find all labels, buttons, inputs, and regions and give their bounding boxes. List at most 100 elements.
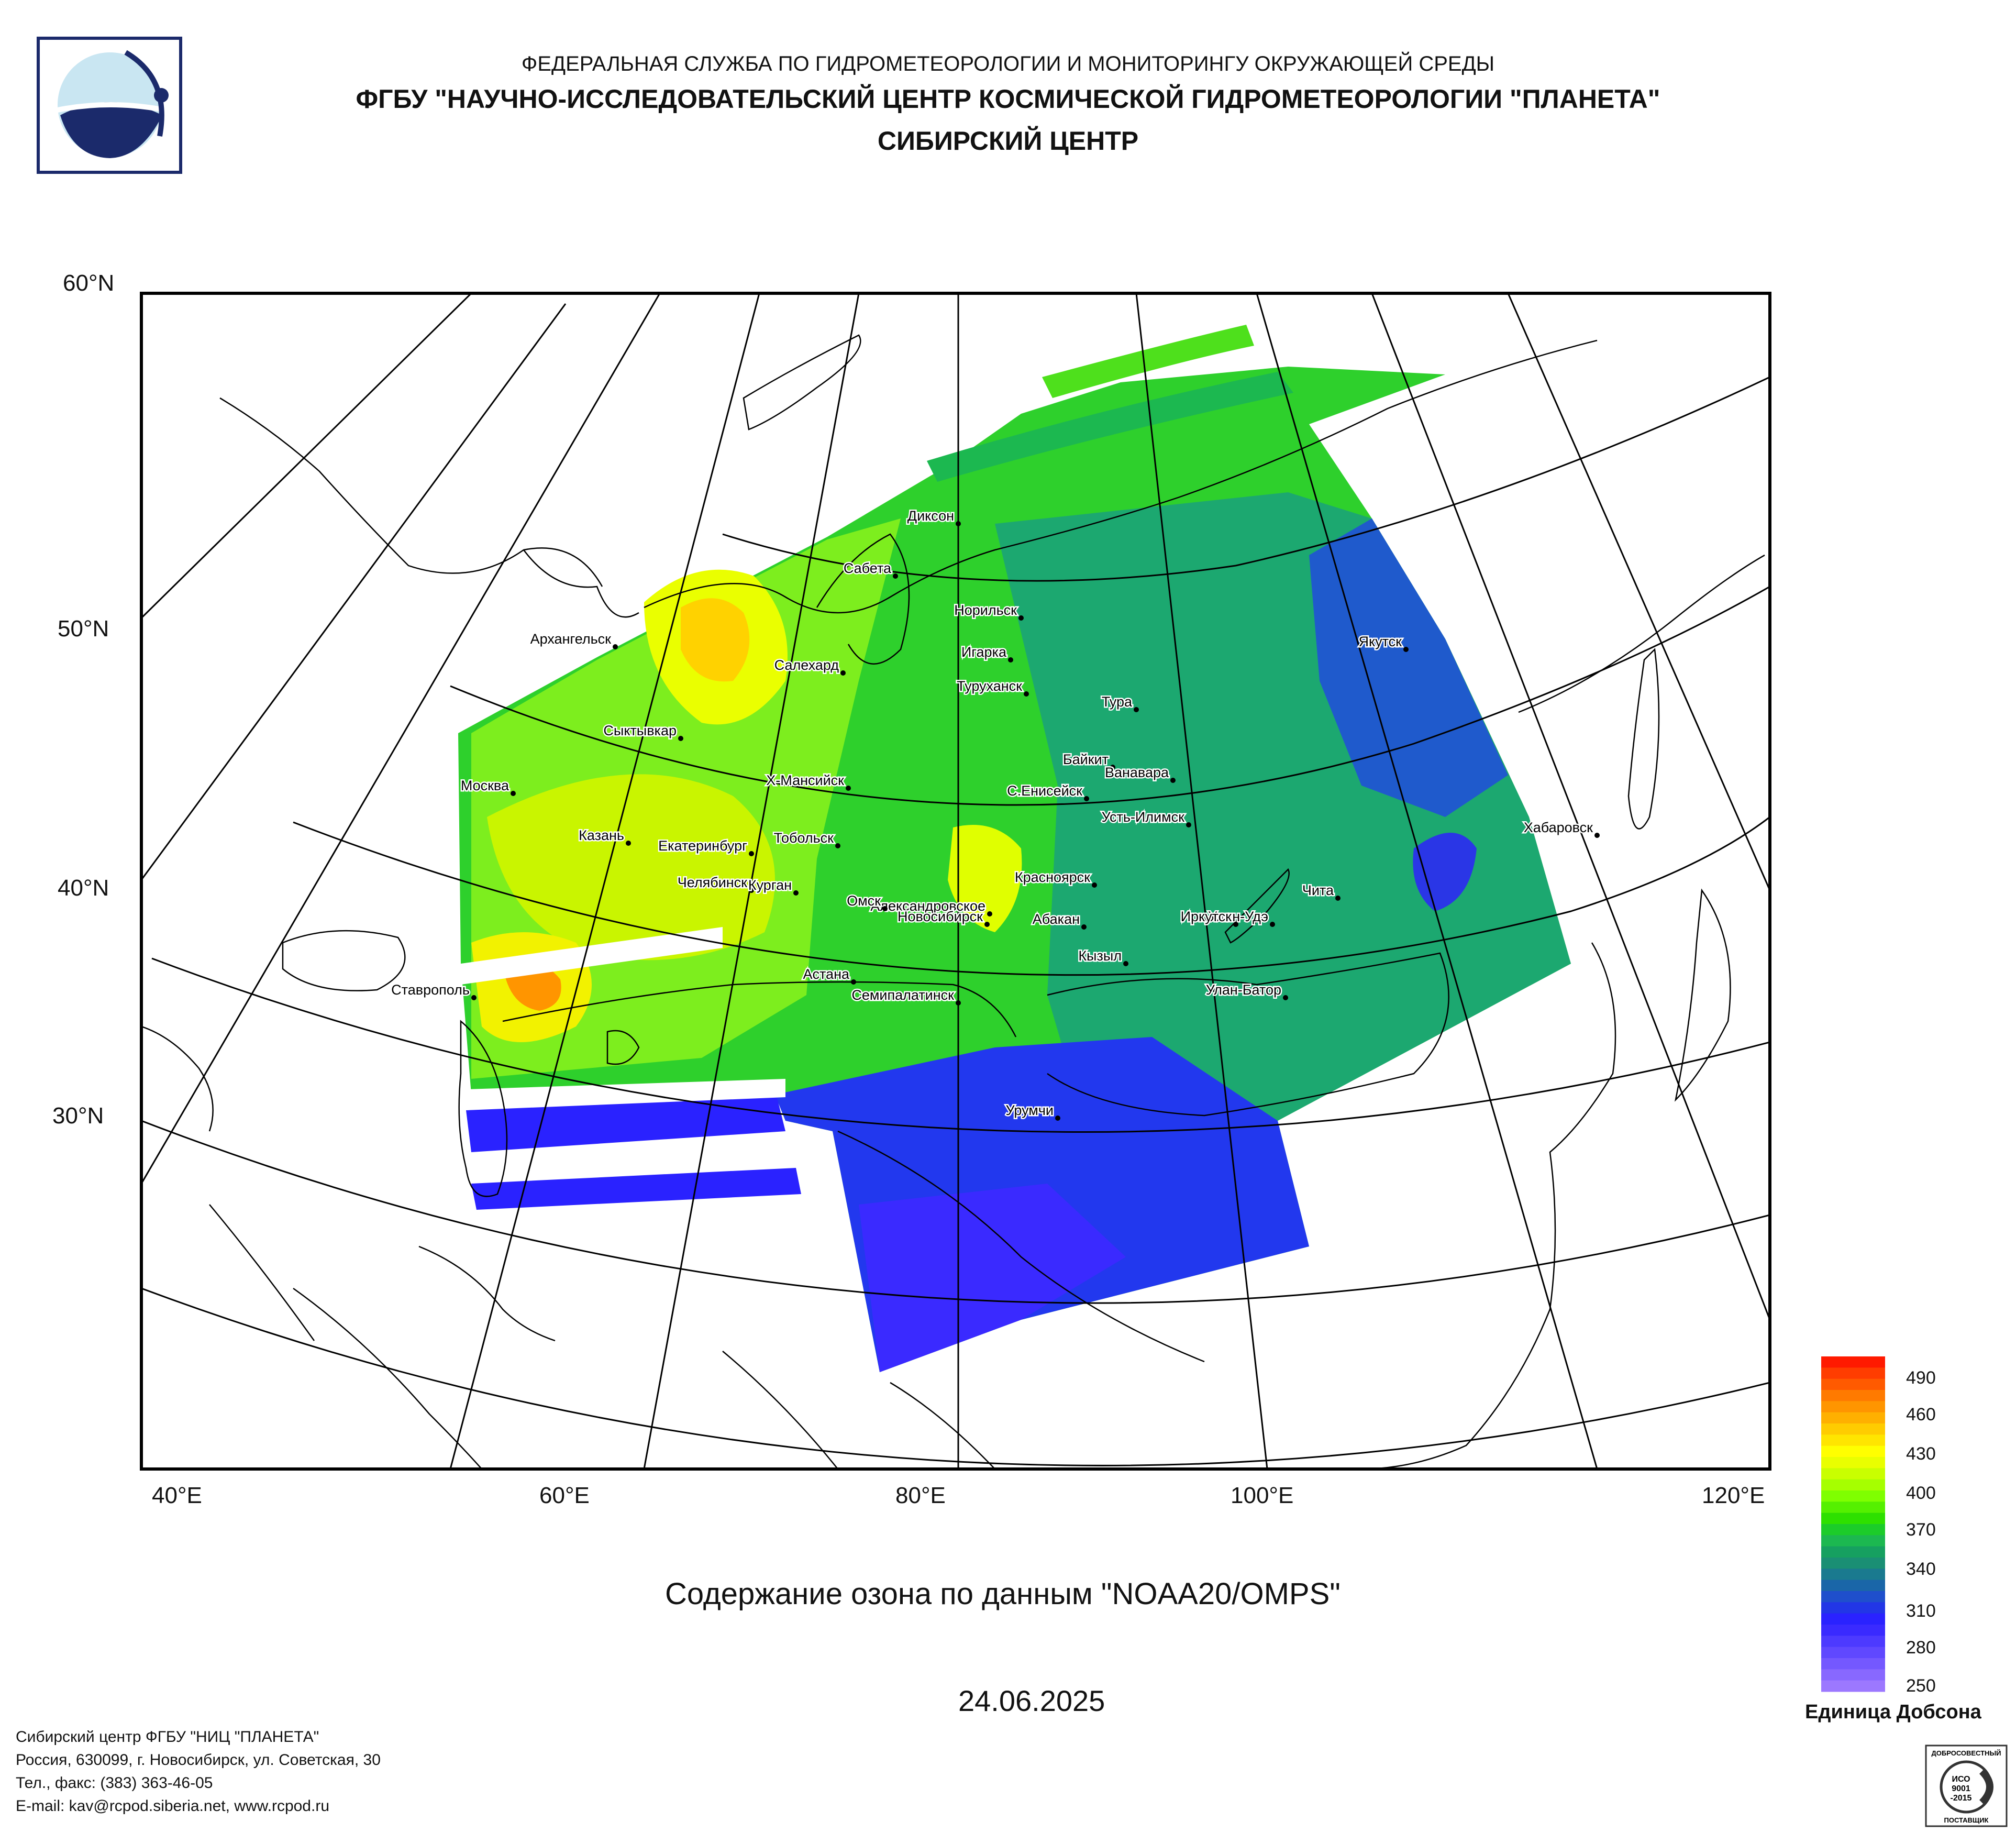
city-label: Астана — [803, 966, 849, 982]
coast-persian-gulf — [418, 1245, 556, 1342]
map-title: Содержание озона по данным "NOAA20/OMPS" — [665, 1577, 1341, 1611]
meridian-110e — [1371, 293, 1770, 1320]
colorbar-swatch — [1821, 1367, 1885, 1379]
city-marker — [1270, 922, 1275, 927]
border-mongolia — [1047, 952, 1449, 1117]
footer-email: E-mail: kav@rcpod.siberia.net, www.rcpod… — [16, 1797, 330, 1815]
city-marker — [1134, 707, 1139, 712]
city-11: Ванавара — [1103, 764, 1176, 783]
footer-address: Россия, 630099, г. Новосибирск, ул. Сове… — [16, 1751, 381, 1769]
coast-kara-peninsulas — [816, 533, 910, 665]
city-label: Сыктывкар — [603, 723, 677, 738]
border-china-south — [837, 1130, 1205, 1363]
city-marker — [1123, 961, 1128, 966]
ozone-south-violet — [859, 1184, 1126, 1372]
colorbar-swatch — [1821, 1613, 1885, 1625]
cert-iso: ИСО — [1952, 1775, 1970, 1784]
city-label: Казань — [579, 827, 624, 843]
meridian-50e — [141, 293, 661, 1184]
city-label: Екатеринбург — [658, 838, 747, 854]
coastlines — [141, 334, 1765, 1469]
colorbar-swatch — [1821, 1658, 1885, 1670]
legend-tick-400: 400 — [1906, 1483, 1936, 1503]
city-label: Диксон — [907, 508, 954, 524]
iso-certificate-badge: ДОБРОСОВЕСТНЫЙ ИСО 9001 -2015 ПОСТАВЩИК — [1925, 1744, 2008, 1827]
lon-label-60e: 60°E — [539, 1483, 590, 1508]
city-30: Кызыл — [1077, 947, 1128, 966]
footer-contacts: Сибирский центр ФГБУ "НИЦ "ПЛАНЕТА" Росс… — [16, 1726, 381, 1818]
city-marker — [511, 791, 516, 796]
city-22: Александровское — [869, 897, 992, 916]
ozone-strip-2 — [471, 1168, 801, 1210]
colorbar-swatch — [1821, 1636, 1885, 1648]
legend-tick-460: 460 — [1906, 1405, 1936, 1425]
colorbar-swatch — [1821, 1558, 1885, 1569]
meridian-90e — [1135, 293, 1268, 1469]
cert-9001: 9001 — [1952, 1784, 1970, 1793]
lon-label-80e: 80°E — [895, 1483, 946, 1508]
ozone-khabarovsk-blue — [1413, 833, 1477, 911]
lat-label-30n: 30°N — [52, 1103, 104, 1129]
agency-name: ФЕДЕРАЛЬНАЯ СЛУЖБА ПО ГИДРОМЕТЕОРОЛОГИИ … — [521, 52, 1495, 75]
city-marker — [793, 890, 799, 896]
coast-baikal — [1224, 868, 1290, 944]
city-13: Х-Мансийск — [765, 771, 851, 791]
city-27: Улан-Удэ — [1207, 908, 1275, 927]
colorbar-swatch — [1821, 1468, 1885, 1480]
city-label: Абакан — [1033, 911, 1080, 927]
axis-labels: 60°N 50°N 40°N 30°N 40°E 60°E 80°E 100°E… — [52, 270, 1765, 1508]
cert-2015: -2015 — [1951, 1794, 1972, 1803]
coast-india — [722, 1351, 995, 1469]
lat-label-40n: 40°N — [58, 875, 109, 901]
city-marker — [987, 911, 992, 916]
colorbar-swatch — [1821, 1356, 1885, 1368]
city-marker — [1283, 995, 1288, 1000]
coast-caspian — [458, 1020, 508, 1197]
parallel-70n — [722, 376, 1770, 582]
city-21: Челябинск — [676, 874, 754, 893]
city-marker — [1233, 922, 1238, 927]
city-0: Диксон — [906, 507, 961, 526]
meridian-120e — [1507, 293, 1770, 891]
city-28: Абакан — [1031, 910, 1087, 930]
border-kazakhstan — [502, 981, 1017, 1037]
meridian-100e — [1256, 293, 1598, 1469]
city-marker — [846, 786, 851, 791]
city-label: Улан-Удэ — [1208, 909, 1268, 924]
city-8: Тура — [1100, 693, 1139, 712]
city-3: Игарка — [960, 643, 1013, 662]
coast-mediterranean — [141, 1025, 214, 1132]
city-marker — [1110, 765, 1115, 770]
city-label: Х-Мансийск — [766, 772, 844, 788]
city-marker — [840, 670, 846, 676]
colorbar-swatch — [1821, 1524, 1885, 1536]
city-label: Тура — [1102, 694, 1133, 710]
city-19: Екатеринбург — [657, 837, 754, 856]
city-marker — [626, 841, 631, 846]
city-label: Байкит — [1063, 752, 1109, 767]
city-marker — [893, 573, 898, 579]
city-marker — [678, 736, 683, 741]
legend-unit: Единица Добсона — [1805, 1701, 1981, 1723]
city-label: Красноярск — [1015, 869, 1090, 885]
city-label: Архангельск — [530, 631, 612, 647]
colorbar-swatch — [1821, 1490, 1885, 1502]
colorbar-swatch — [1821, 1412, 1885, 1424]
colorbar-swatch — [1821, 1580, 1885, 1592]
city-10: Байкит — [1061, 750, 1115, 770]
graticule — [141, 293, 1770, 1469]
city-label: Салехард — [774, 657, 839, 673]
city-marker — [1008, 657, 1013, 662]
city-12: Москва — [459, 777, 516, 796]
colorbar-swatch — [1821, 1680, 1885, 1692]
colorbar-swatch — [1821, 1569, 1885, 1581]
city-marker — [613, 644, 618, 649]
city-marker — [1170, 778, 1176, 783]
city-6: Салехард — [773, 656, 846, 676]
ozone-krasnoyarsk-yellow — [948, 825, 1022, 932]
colorbar-ticks: 490 460 430 400 370 340 310 280 250 — [1906, 1368, 1936, 1696]
city-label: Новосибирск — [898, 909, 983, 924]
cert-top-text: ДОБРОСОВЕСТНЫЙ — [1931, 1749, 2001, 1757]
footer-phone: Тел., факс: (383) 363-46-05 — [16, 1774, 213, 1792]
city-5: Архангельск — [529, 630, 618, 649]
